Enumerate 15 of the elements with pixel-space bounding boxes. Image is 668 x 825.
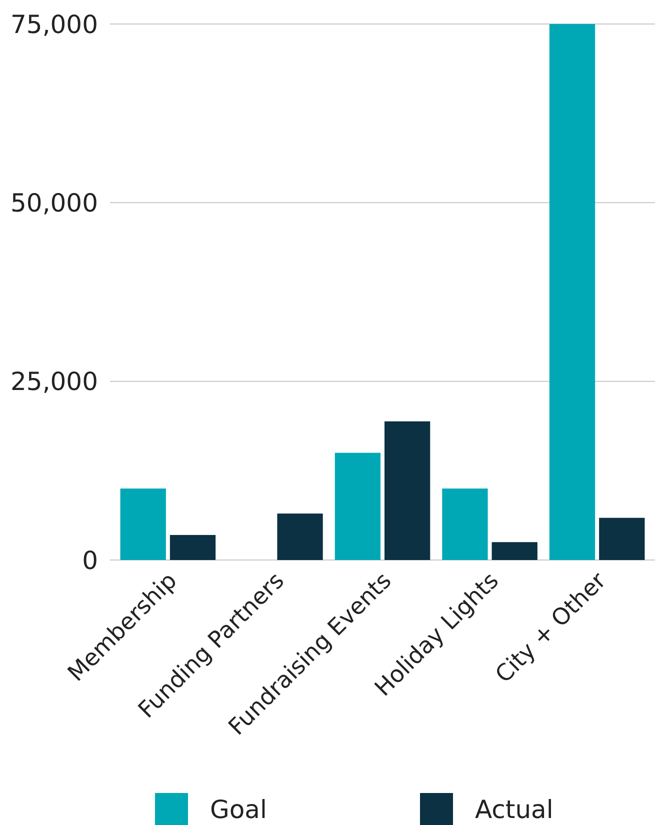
- y-tick-label: 25,000: [10, 367, 98, 396]
- bar: [170, 534, 216, 560]
- bar: [442, 488, 488, 560]
- y-tick-label: 50,000: [10, 188, 98, 218]
- bar: [492, 542, 538, 560]
- bar: [384, 421, 430, 560]
- bar: [549, 24, 596, 560]
- bar: [599, 518, 645, 560]
- y-tick-label: 0: [82, 546, 98, 575]
- bar: [120, 488, 166, 560]
- y-tick-label: 75,000: [10, 10, 98, 39]
- legend-label: Goal: [210, 794, 267, 824]
- bar: [334, 452, 380, 560]
- legend-label: Actual: [475, 794, 554, 824]
- bar: [277, 514, 323, 560]
